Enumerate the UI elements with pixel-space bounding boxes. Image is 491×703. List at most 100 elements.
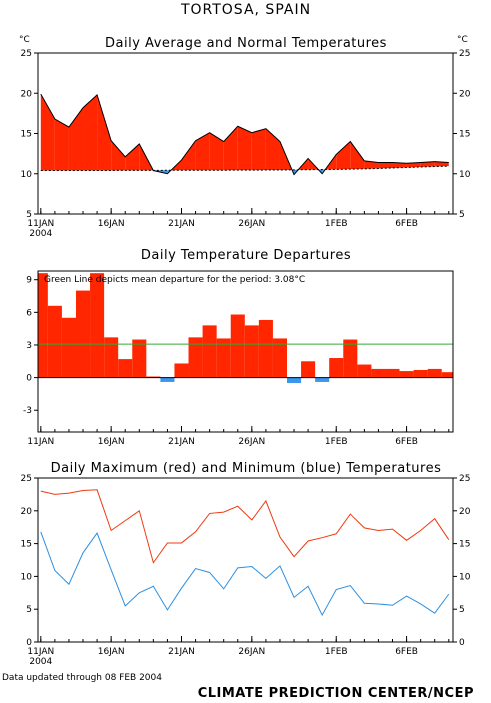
main-title: TORTOSA, SPAIN [180,2,311,18]
departure-fill-segment [195,132,210,171]
departure-fill-segment [406,162,421,168]
departure-bar [427,368,442,378]
panel2-axes: -3 0 3 6 9 11JAN 16JAN 21JAN 26JAN 1FEB 6FEB [23,276,450,447]
departure-bar [47,305,62,378]
maximum-temperature-line [40,489,450,564]
departure-bar [329,358,344,378]
departure-bar [202,325,217,378]
y-tick-label: 5 [26,210,32,220]
panel1-title: Daily Average and Normal Temperatures [105,36,387,51]
average-normal-panel: Daily Average and Normal Temperatures °C… [19,35,471,239]
departure-bar [174,363,189,378]
x-tick-label: 6FEB [395,647,418,657]
departures-panel: Daily Temperature Departures Green Line … [23,248,454,447]
mean-departure-note: Green Line depicts mean departure for th… [44,275,305,285]
cpc-credit: CLIMATE PREDICTION CENTER/NCEP [198,686,474,701]
y-tick-label-right: 0 [459,638,465,648]
departure-fill-segment [181,140,196,171]
y-tick-label-right: 25 [459,49,470,59]
departure-bar [315,377,330,382]
departure-bar [258,319,273,378]
max-min-panel: Daily Maximum (red) and Minimum (blue) T… [21,461,471,667]
x-tick-label: 21JAN [168,647,195,657]
y-tick-label: 0 [26,638,32,648]
departure-bar [75,290,91,378]
x-tick-year-label: 2004 [29,657,52,667]
panel2-title: Daily Temperature Departures [141,248,351,263]
departure-fill-segment [434,161,449,167]
data-updated-note: Data updated through 08 FEB 2004 [2,673,162,683]
x-tick-label: 16JAN [98,437,125,447]
departure-fill-segment [378,162,393,169]
x-tick-label: 6FEB [395,437,418,447]
departure-bar [413,369,428,378]
y-tick-label-right: 20 [459,507,471,517]
departure-fill-segment [336,141,351,170]
departure-fill-segment [97,94,112,171]
departure-fill-segment [83,94,98,171]
x-tick-label: 16JAN [98,219,125,229]
y-tick-label: 9 [26,276,32,286]
departure-bar [385,368,400,378]
x-tick-label: 26JAN [238,437,265,447]
panel1-right-unit: °C [457,35,468,45]
departure-fill-segment [111,140,126,171]
departure-fill-segment [350,141,365,170]
departure-bar [188,337,203,378]
minimum-temperature-line [40,531,450,617]
departure-bar [301,361,316,378]
departure-fill-segment [209,132,224,171]
y-tick-label-right: 10 [459,170,471,180]
max-min-lines [40,489,450,617]
panel1-left-unit: °C [19,35,30,45]
x-tick-label: 11JAN [27,647,54,657]
x-tick-label: 21JAN [168,437,195,447]
y-tick-label-right: 5 [459,210,465,220]
departure-bar [216,338,231,378]
departure-bar [244,325,259,378]
panel2-frame [37,270,454,433]
departure-fill-segment [265,128,280,171]
departure-bar [90,273,105,378]
departure-fill-segment [251,128,266,171]
y-tick-label-right: 15 [459,540,470,550]
x-tick-label: 16JAN [98,647,125,657]
departure-fill-segment [364,160,379,169]
departure-fill-segment [420,161,435,167]
x-tick-label: 6FEB [395,219,418,229]
departure-bar [371,368,386,378]
y-tick-label: -3 [23,406,32,416]
departure-fill-segment [392,162,407,168]
departure-reference-lines [38,343,453,379]
y-tick-label: 6 [26,308,32,318]
x-tick-label: 11JAN [27,219,54,229]
y-tick-label-right: 20 [459,89,471,99]
departure-bar [61,317,76,378]
panel3-frame [37,477,454,643]
average-temperature-line [40,93,449,176]
y-tick-label: 10 [21,572,33,582]
departure-bar [104,337,119,378]
y-tick-label: 15 [21,130,32,140]
y-tick-label: 5 [26,605,32,615]
average-normal-lines [40,93,449,176]
departure-fill-area [40,94,449,175]
y-tick-label: 3 [26,341,32,351]
y-tick-label: 25 [21,474,32,484]
y-tick-label: 15 [21,540,32,550]
y-tick-label: 20 [21,507,33,517]
x-tick-label: 1FEB [325,219,348,229]
departure-bar [357,364,372,378]
y-tick-label: 10 [21,170,33,180]
departure-bar [399,371,414,378]
departure-bars [38,273,453,384]
departure-fill-segment [237,126,252,171]
y-tick-label: 0 [26,374,32,384]
departure-fill-segment [223,126,238,171]
y-tick-label: 20 [21,89,33,99]
departure-fill-segment [125,143,140,171]
departure-bar [287,377,302,384]
